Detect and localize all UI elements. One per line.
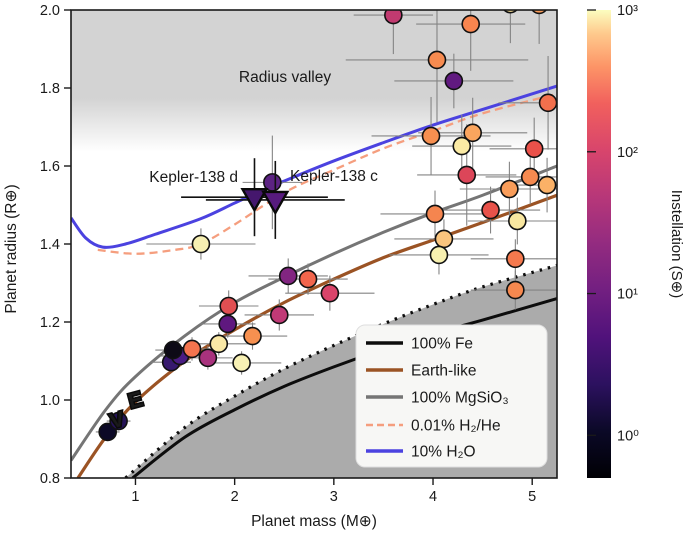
data-point bbox=[243, 326, 262, 346]
data-point bbox=[531, 10, 547, 15]
x-tick-label: 4 bbox=[429, 489, 437, 505]
data-point bbox=[444, 71, 464, 91]
kepler-triangle-marker bbox=[261, 190, 290, 216]
scatter-points bbox=[98, 10, 557, 442]
data-point bbox=[506, 249, 525, 269]
legend-label: 100% Fe bbox=[411, 336, 473, 353]
data-point bbox=[278, 266, 298, 286]
data-point bbox=[538, 93, 557, 113]
legend-box bbox=[355, 324, 548, 468]
y-axis-title: Planet radius (R⊕) bbox=[3, 184, 20, 313]
data-point bbox=[320, 283, 340, 303]
x-tick-label: 5 bbox=[528, 489, 536, 505]
data-point bbox=[425, 204, 445, 224]
curve-100-fe bbox=[131, 297, 557, 478]
y-tick-label: 0.8 bbox=[40, 471, 60, 487]
x-tick-label: 1 bbox=[131, 489, 139, 505]
data-point bbox=[163, 340, 183, 360]
data-point bbox=[461, 14, 481, 34]
data-point bbox=[182, 339, 202, 359]
data-point bbox=[269, 305, 289, 325]
data-point bbox=[219, 296, 239, 316]
data-point bbox=[524, 139, 544, 159]
data-point bbox=[421, 126, 441, 146]
x-tick-label: 2 bbox=[231, 489, 239, 505]
data-point bbox=[232, 353, 251, 373]
data-point bbox=[109, 411, 128, 431]
colorbar-tick-label: 10³ bbox=[617, 3, 638, 19]
data-point bbox=[429, 245, 449, 265]
data-point bbox=[457, 165, 477, 185]
data-point bbox=[463, 123, 482, 143]
data-point bbox=[191, 234, 211, 254]
legend-label: 100% MgSiO₃ bbox=[411, 390, 509, 407]
kepler-markers bbox=[181, 158, 345, 239]
kepler-triangle-marker bbox=[240, 188, 269, 213]
data-point bbox=[384, 10, 403, 25]
colorbar-title: Instellation (S⊕) bbox=[668, 190, 685, 298]
colorbar-bar bbox=[587, 10, 611, 478]
data-point bbox=[520, 167, 540, 187]
data-point bbox=[481, 200, 500, 220]
y-tick-label: 2.0 bbox=[40, 3, 60, 19]
data-point bbox=[500, 179, 519, 199]
axis-ticks bbox=[64, 9, 533, 485]
data-point bbox=[218, 314, 238, 334]
legend-label: 0.01% H₂/He bbox=[411, 418, 501, 435]
data-point bbox=[427, 50, 447, 70]
x-tick-label: 3 bbox=[330, 489, 338, 505]
curve-dotted bbox=[124, 263, 557, 478]
data-point bbox=[452, 136, 472, 156]
kepler-138d-label: Kepler-138 d bbox=[149, 169, 238, 186]
legend-label: 10% H₂O bbox=[411, 444, 476, 461]
data-point bbox=[434, 229, 454, 249]
data-point bbox=[508, 211, 527, 231]
data-point bbox=[537, 175, 557, 195]
y-tick-label: 1.6 bbox=[40, 159, 60, 175]
data-point bbox=[298, 269, 318, 289]
data-point bbox=[506, 280, 525, 300]
data-point bbox=[98, 422, 117, 442]
data-point bbox=[198, 348, 218, 368]
colorbar-tick-label: 10² bbox=[617, 145, 638, 161]
radius-valley-annotation: Radius valley bbox=[239, 69, 331, 86]
y-tick-label: 1.0 bbox=[40, 393, 60, 409]
solar-system-marker-v: V bbox=[108, 407, 127, 433]
y-tick-label: 1.2 bbox=[40, 315, 60, 331]
x-axis-title: Planet mass (M⊕) bbox=[251, 513, 377, 530]
data-point bbox=[209, 334, 229, 354]
kepler-138c-label: Kepler-138 c bbox=[290, 168, 378, 185]
legend: 100% Fe Earth-like 100% MgSiO₃ 0.01% H₂/He 1… bbox=[355, 324, 548, 468]
y-tick-label: 1.4 bbox=[40, 237, 60, 253]
colorbar-tick-label: 10¹ bbox=[617, 287, 638, 303]
colorbar-tick-label: 10⁰ bbox=[617, 428, 639, 444]
legend-label: Earth-like bbox=[411, 363, 476, 380]
y-tick-label: 1.8 bbox=[40, 81, 60, 97]
colorbar: 10⁰ 10¹ 10² 10³ bbox=[587, 3, 639, 478]
